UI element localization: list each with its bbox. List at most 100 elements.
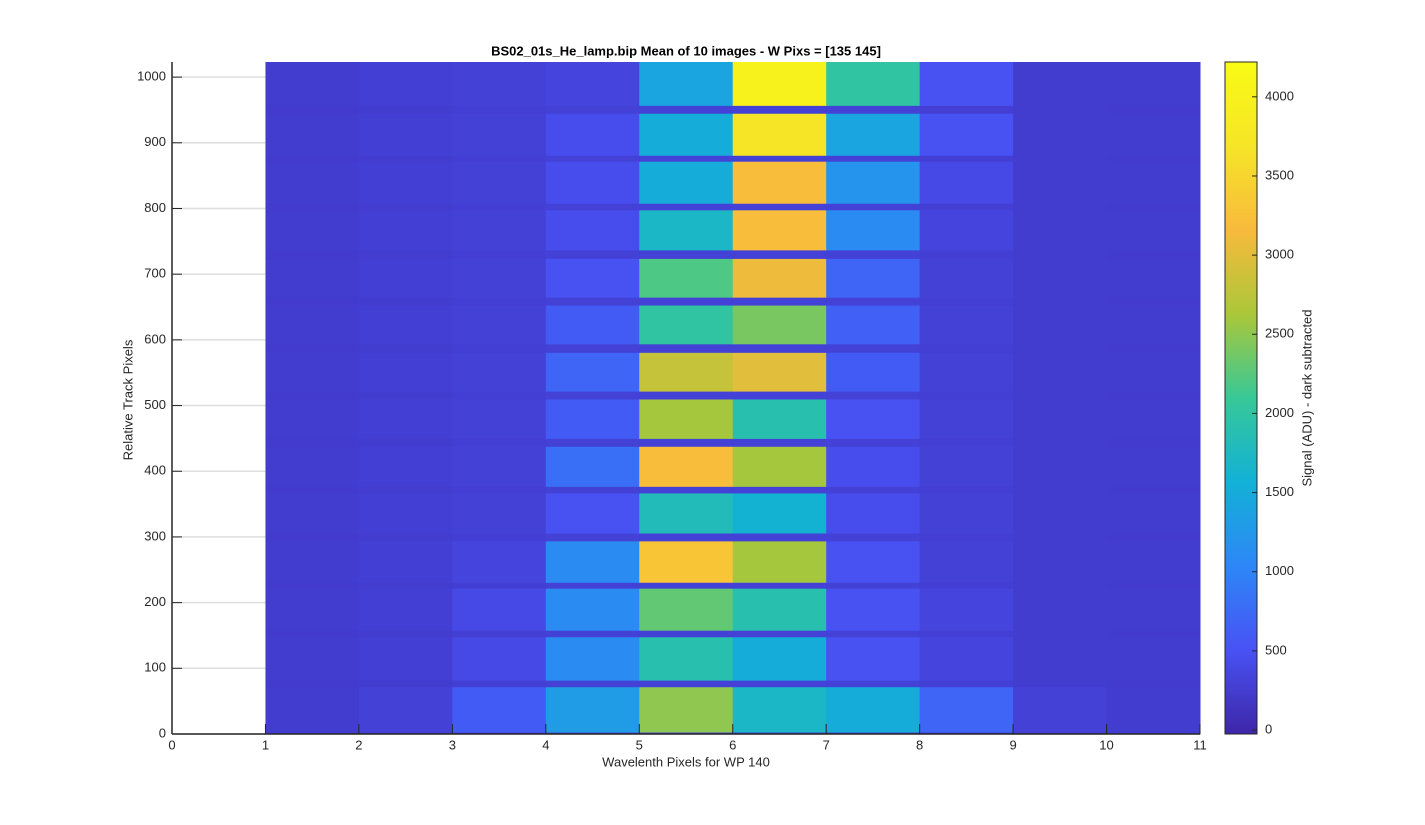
heatmap-cell	[1106, 62, 1201, 106]
heatmap-cell	[1106, 438, 1201, 447]
heatmap-cell	[545, 492, 640, 534]
heatmap-cell	[1013, 209, 1108, 251]
heatmap-cell	[826, 540, 921, 583]
heatmap-cell	[1013, 630, 1108, 638]
heatmap-cell	[732, 343, 827, 353]
heatmap-cell	[919, 492, 1014, 534]
heatmap-cell	[358, 352, 453, 392]
heatmap-cell	[732, 258, 827, 298]
heatmap-cell	[732, 113, 827, 156]
heatmap-cell	[1106, 155, 1201, 162]
x-tick-label: 0	[168, 737, 175, 752]
heatmap-cell	[358, 391, 453, 400]
heatmap-cell	[545, 258, 640, 298]
heatmap-cell	[265, 249, 360, 259]
heatmap-cell	[1013, 352, 1108, 392]
heatmap-cell	[358, 680, 453, 688]
heatmap-cell	[919, 62, 1014, 106]
heatmap-cell	[452, 540, 547, 583]
x-tick-label: 10	[1099, 737, 1113, 752]
heatmap-cell	[358, 203, 453, 211]
heatmap-cell	[452, 391, 547, 400]
heatmap-cell	[545, 305, 640, 345]
heatmap-cell	[732, 446, 827, 487]
heatmap-cell	[732, 391, 827, 400]
heatmap-cell	[826, 105, 921, 114]
heatmap-cell	[265, 680, 360, 688]
heatmap-cell	[265, 161, 360, 204]
heatmap-cell	[732, 209, 827, 251]
heatmap-cell	[639, 62, 734, 106]
heatmap-cell	[452, 582, 547, 589]
heatmap-cell	[732, 532, 827, 542]
heatmap-cell	[452, 113, 547, 156]
y-tick-label: 900	[144, 134, 166, 149]
heatmap-cell	[639, 391, 734, 400]
heatmap-cell	[452, 62, 547, 106]
heatmap-cell	[919, 680, 1014, 688]
heatmap-cell	[452, 398, 547, 439]
heatmap-cell	[1013, 532, 1108, 542]
heatmap-cell	[732, 203, 827, 211]
heatmap-cell	[732, 492, 827, 534]
heatmap-cell	[1106, 297, 1201, 306]
heatmap-cell	[826, 391, 921, 400]
heatmap-cell	[265, 305, 360, 345]
heatmap-cell	[1106, 343, 1201, 353]
heatmap-cell	[639, 249, 734, 259]
heatmap-cell	[826, 343, 921, 353]
heatmap-cell	[1013, 540, 1108, 583]
heatmap-cell	[1013, 582, 1108, 589]
y-tick-label: 800	[144, 200, 166, 215]
colorbar-tick-label: 1500	[1265, 484, 1294, 499]
y-tick-label: 1000	[137, 69, 166, 84]
heatmap-cell	[452, 446, 547, 487]
heatmap-cell	[545, 630, 640, 638]
heatmap-cell	[919, 155, 1014, 162]
heatmap-cell	[1013, 113, 1108, 156]
x-tick-label: 4	[542, 737, 549, 752]
y-tick-label: 500	[144, 397, 166, 412]
heatmap-cell	[639, 352, 734, 392]
heatmap-cell	[1106, 588, 1201, 631]
heatmap-cell	[265, 258, 360, 298]
heatmap-cell	[639, 532, 734, 542]
heatmap-cell	[919, 588, 1014, 631]
heatmap-cell	[545, 203, 640, 211]
x-tick-label: 8	[916, 737, 923, 752]
heatmap-cell	[452, 588, 547, 631]
y-tick-label: 400	[144, 463, 166, 478]
heatmap-cell	[358, 630, 453, 638]
heatmap-cell	[639, 486, 734, 494]
heatmap-cell	[265, 155, 360, 162]
heatmap-cell	[1013, 62, 1108, 106]
y-axis-label: Relative Track Pixels	[120, 339, 135, 460]
heatmap-cell	[1106, 352, 1201, 392]
heatmap-cell	[1106, 203, 1201, 211]
heatmap-cell	[919, 532, 1014, 542]
heatmap-cell	[826, 155, 921, 162]
heatmap-cell	[919, 391, 1014, 400]
heatmap-cell	[732, 686, 827, 733]
heatmap-cell	[732, 680, 827, 688]
heatmap-cell	[1013, 446, 1108, 487]
heatmap-cell	[1106, 492, 1201, 534]
heatmap-cell	[358, 588, 453, 631]
heatmap-cell	[358, 438, 453, 447]
heatmap-cell	[1106, 249, 1201, 259]
heatmap-cell	[452, 438, 547, 447]
heatmap-cell	[1106, 209, 1201, 251]
heatmap-cell	[826, 305, 921, 345]
heatmap-cell	[358, 582, 453, 589]
heatmap-cell	[639, 438, 734, 447]
heatmap-cell	[452, 297, 547, 306]
heatmap-cell	[358, 446, 453, 487]
heatmap-cell	[732, 62, 827, 106]
heatmap-cell	[1013, 305, 1108, 345]
heatmap-cell	[545, 438, 640, 447]
heatmap-cell	[358, 209, 453, 251]
heatmap-cell	[545, 582, 640, 589]
heatmap-cell	[1013, 161, 1108, 204]
heatmap-cell	[1013, 438, 1108, 447]
heatmap-cell	[358, 258, 453, 298]
